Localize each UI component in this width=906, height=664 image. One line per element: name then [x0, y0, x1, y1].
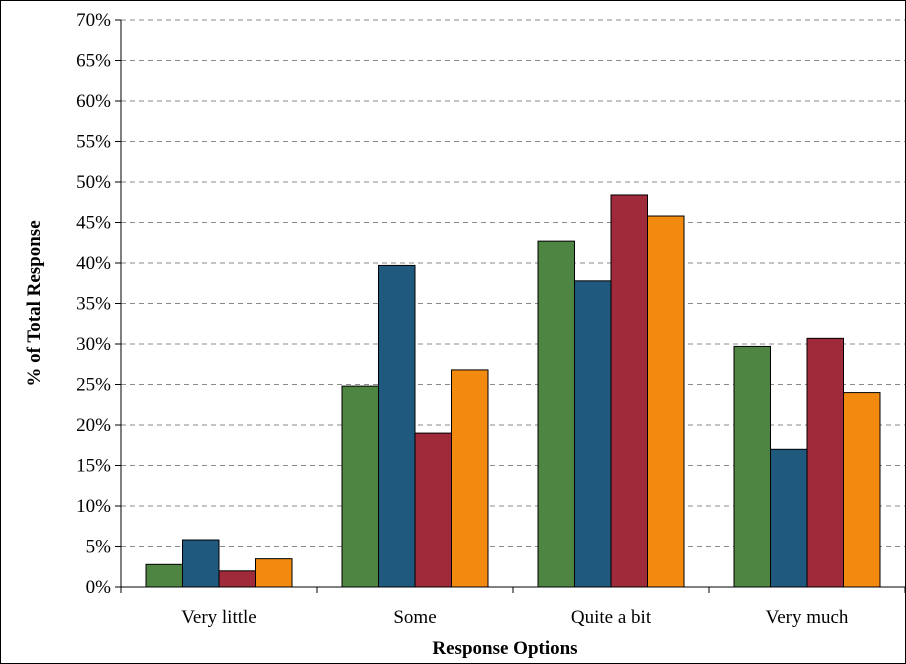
y-tick-label: 15% — [76, 456, 111, 477]
y-tick-label: 20% — [76, 415, 111, 436]
y-tick-label: 0% — [86, 577, 112, 598]
x-axis-categories: Very little Some Quite a bit Very much — [120, 587, 906, 628]
x-category-label: Quite a bit — [571, 607, 652, 628]
y-tick-label: 35% — [76, 294, 111, 315]
gridlines — [121, 19, 905, 547]
bar — [341, 385, 379, 588]
y-tick-label: 50% — [76, 172, 111, 193]
y-tick-label: 10% — [76, 496, 111, 517]
bar — [647, 215, 685, 588]
bar — [145, 563, 183, 588]
bar — [182, 539, 220, 588]
x-category-label: Very little — [181, 607, 256, 628]
x-category-label: Very much — [766, 607, 849, 628]
bar — [843, 392, 881, 588]
bar — [610, 194, 648, 588]
y-tick-label: 25% — [76, 375, 111, 396]
bar — [255, 558, 293, 588]
y-tick-label: 60% — [76, 91, 111, 112]
y-tick-label: 55% — [76, 132, 111, 153]
bar — [806, 337, 844, 588]
y-tick-label: 70% — [76, 10, 111, 31]
x-axis-title: Response Options — [432, 638, 577, 659]
bar — [378, 264, 416, 588]
y-tick-label: 5% — [86, 537, 112, 558]
bar — [414, 432, 452, 588]
bar — [770, 448, 808, 588]
y-axis-title: % of Total Response — [24, 220, 45, 386]
bar — [218, 570, 256, 588]
y-tick-label: 65% — [76, 51, 111, 72]
bar — [733, 345, 771, 588]
bars — [145, 194, 881, 588]
bar — [574, 280, 612, 588]
y-tick-label: 45% — [76, 213, 111, 234]
y-tick-label: 40% — [76, 253, 111, 274]
y-axis-ticks: 0% 5% 10% 15% 20% 25% 30% 35% 40% 45% 50% 55% 60% 65%… — [76, 10, 121, 598]
bar — [537, 240, 575, 588]
x-category-label: Some — [393, 607, 436, 628]
bar — [451, 369, 489, 588]
y-tick-label: 30% — [76, 334, 111, 355]
